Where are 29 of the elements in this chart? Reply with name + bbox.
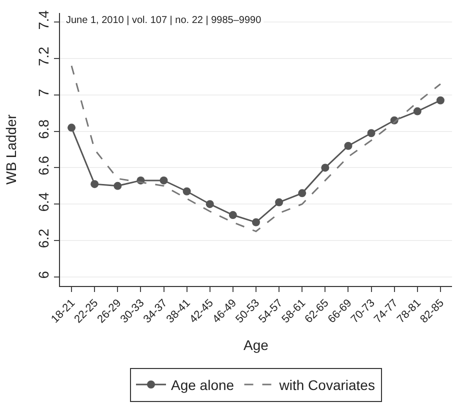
- point: [206, 200, 214, 208]
- y-tick-label: 6.2: [35, 228, 52, 248]
- legend-label: with Covariates: [278, 376, 375, 393]
- point: [228, 211, 237, 220]
- point: [344, 142, 352, 150]
- y-tick-label: 6.8: [35, 119, 52, 139]
- annotation: June 1, 2010 | vol. 107 | no. 22 | 9985–9990: [66, 15, 262, 26]
- point: [413, 107, 422, 116]
- point: [436, 96, 444, 104]
- point: [182, 187, 191, 196]
- point: [298, 189, 306, 198]
- y-tick-label: 7: [35, 88, 52, 97]
- line-series: [70, 65, 442, 232]
- point: [367, 129, 376, 138]
- point: [90, 180, 99, 188]
- point: [252, 218, 260, 226]
- y-tick-label: 7.4: [35, 10, 52, 30]
- point: [68, 124, 76, 132]
- point: [275, 198, 284, 206]
- legend-label: Age alone: [171, 376, 234, 393]
- point: [160, 176, 168, 184]
- y-tick-label: 7.2: [35, 46, 52, 66]
- y-tick-label: 6: [35, 270, 52, 279]
- y-tick-label: 6.6: [35, 156, 52, 176]
- x-axis-title: Age: [244, 336, 269, 353]
- point: [321, 164, 330, 172]
- y-tick-label: 6.4: [35, 192, 52, 212]
- y-axis-title: WB Ladder: [3, 114, 19, 185]
- point: [114, 182, 122, 190]
